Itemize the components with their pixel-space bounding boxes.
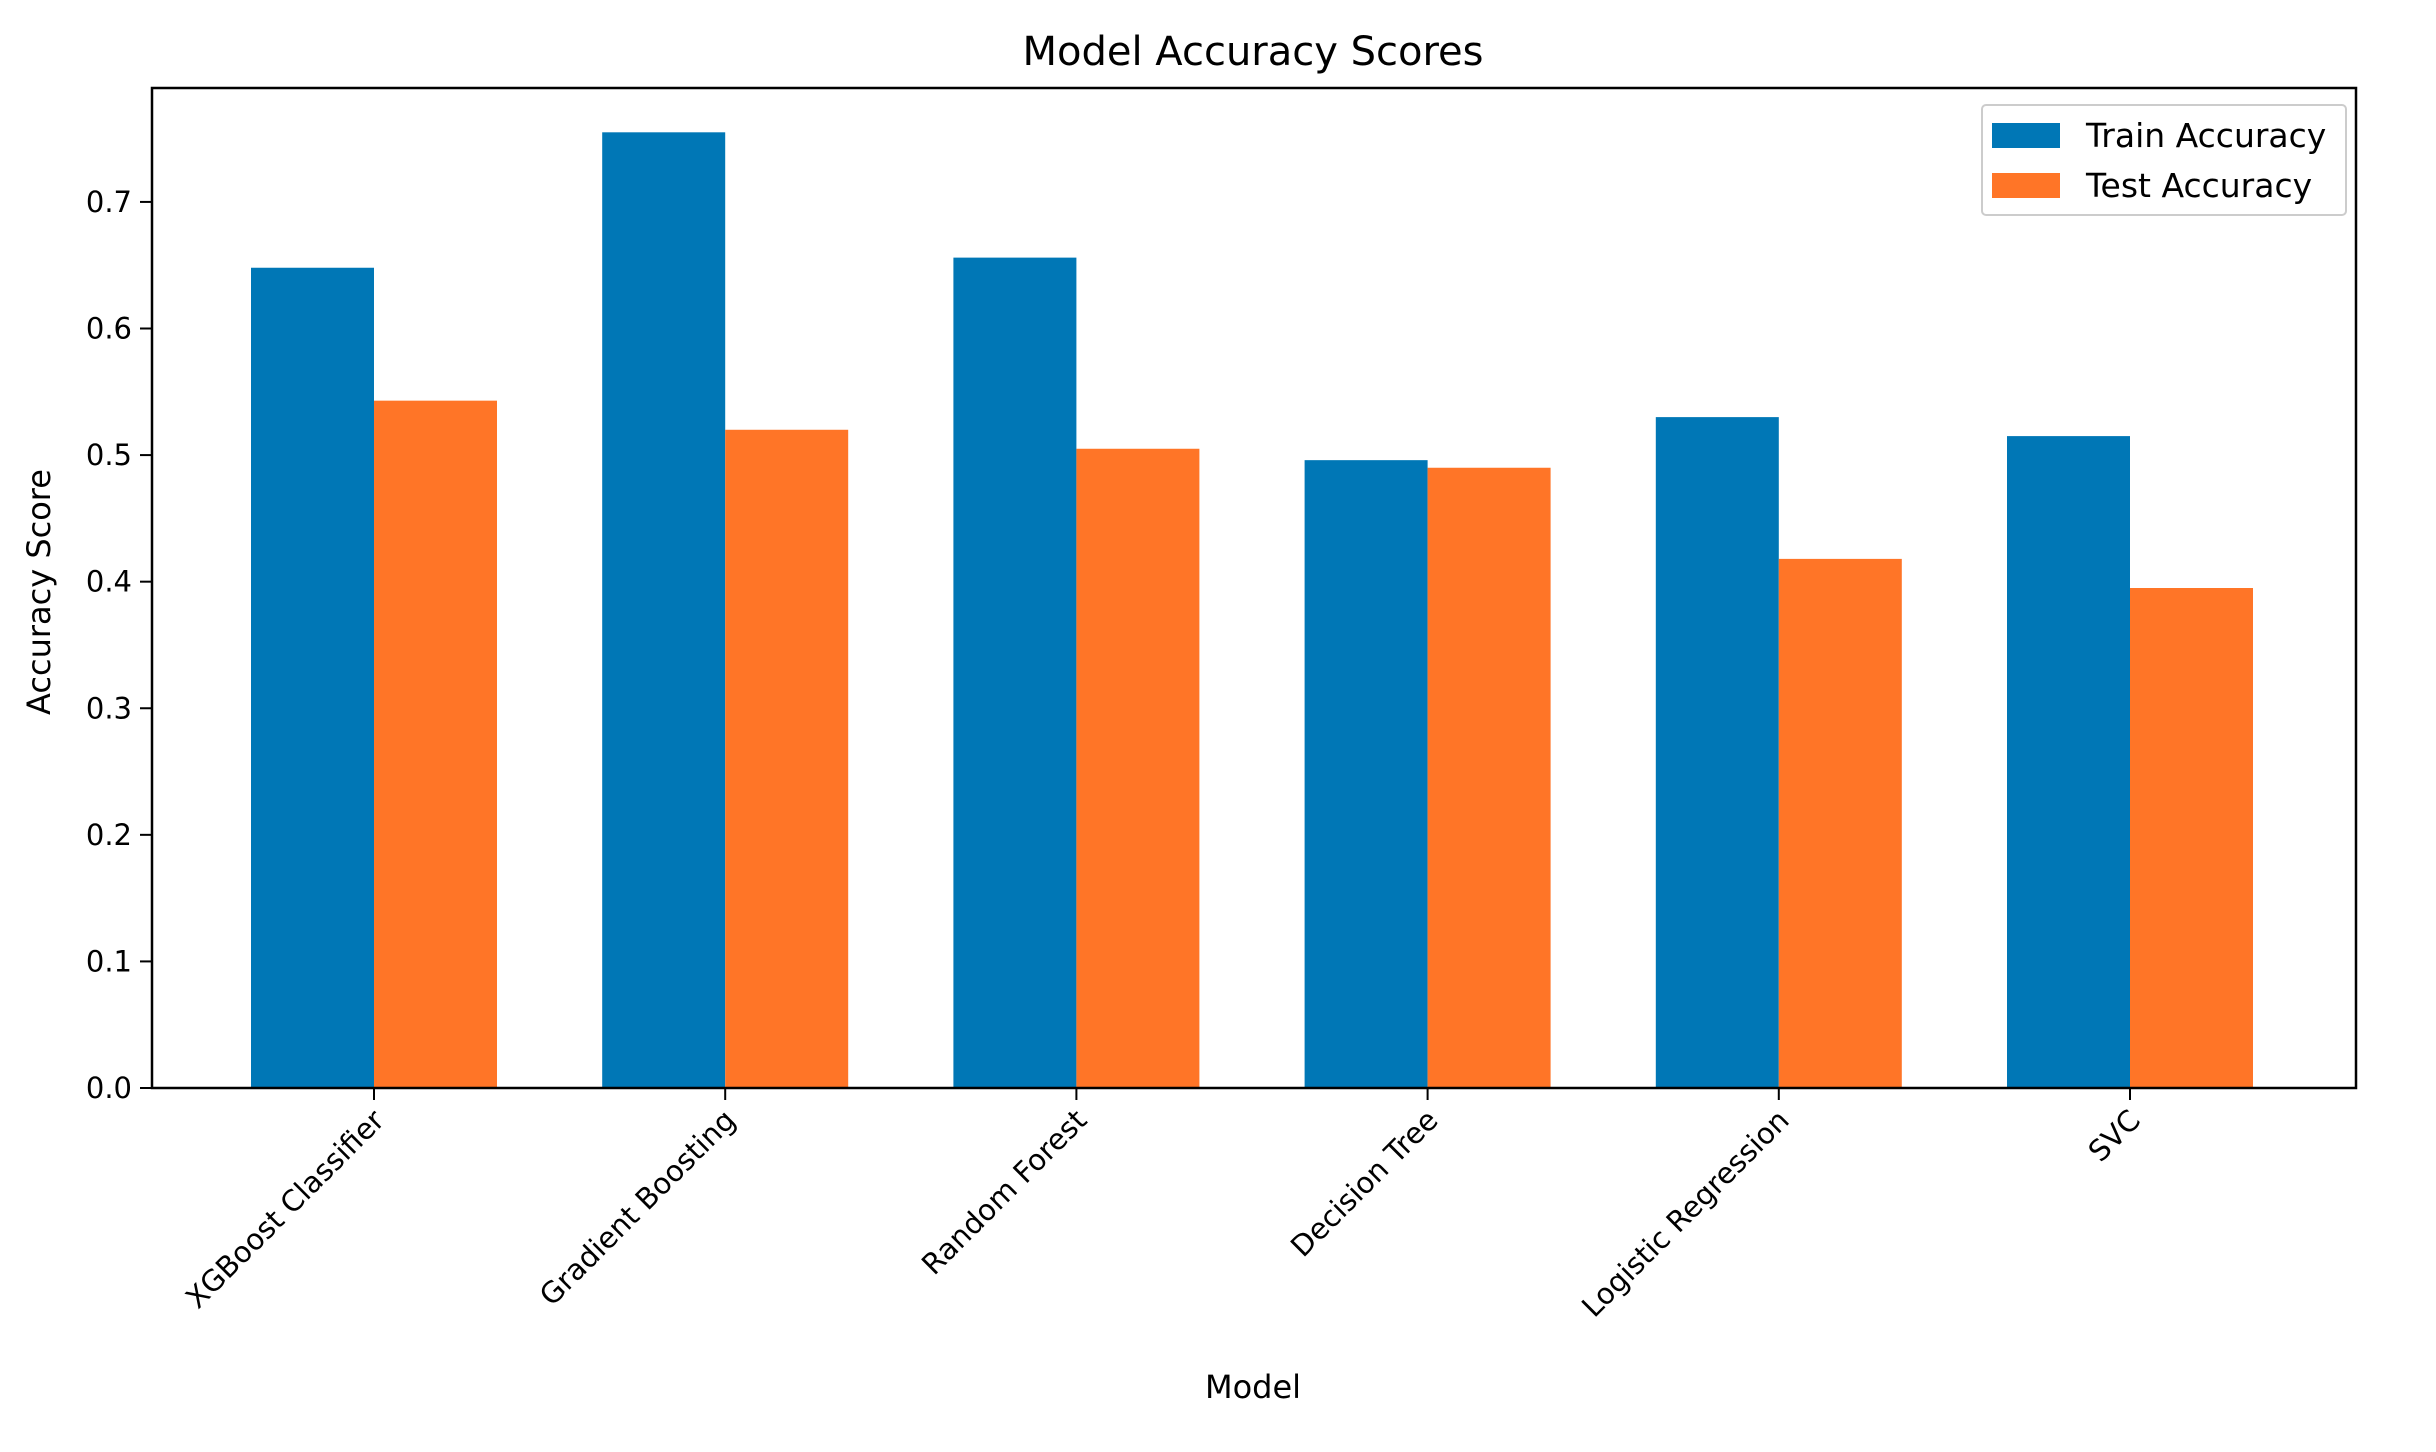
y-tick-label: 0.2 bbox=[86, 818, 132, 852]
y-tick-label: 0.3 bbox=[86, 691, 132, 725]
x-axis-title: Model bbox=[1205, 1368, 1301, 1406]
bar-test-2 bbox=[1076, 448, 1200, 1088]
y-tick-label: 0.4 bbox=[86, 565, 132, 599]
y-tick-label: 0.7 bbox=[86, 185, 132, 219]
legend-label: Train Accuracy bbox=[2085, 116, 2326, 155]
legend-label: Test Accuracy bbox=[2085, 166, 2312, 205]
y-axis-title: Accuracy Score bbox=[20, 469, 58, 715]
bar-test-0 bbox=[374, 400, 497, 1089]
plot-frame bbox=[150, 86, 2358, 1090]
legend-swatch bbox=[1992, 173, 2060, 198]
bar-test-3 bbox=[1427, 467, 1551, 1088]
bar-test-5 bbox=[2130, 588, 2253, 1088]
y-tick-label: 0.6 bbox=[86, 312, 132, 346]
legend-box bbox=[1981, 104, 2347, 216]
bar-train-2 bbox=[953, 257, 1077, 1088]
bar-test-1 bbox=[725, 429, 849, 1088]
y-axis: 0.0 0.1 0.2 0.3 0.4 0.5 0.6 0.7 bbox=[86, 185, 152, 1105]
y-tick-label: 0.5 bbox=[86, 438, 132, 472]
bar-train-4 bbox=[1655, 417, 1779, 1089]
legend-swatch bbox=[1992, 123, 2060, 148]
y-tick-label: 0.1 bbox=[86, 944, 132, 978]
bar-train-3 bbox=[1304, 460, 1428, 1089]
bar-train-0 bbox=[251, 267, 374, 1088]
chart-title: Model Accuracy Scores bbox=[1022, 29, 1483, 75]
bars-group bbox=[251, 132, 2253, 1089]
y-tick-label: 0.0 bbox=[86, 1071, 132, 1105]
bar-train-5 bbox=[2007, 436, 2130, 1088]
bar-test-4 bbox=[1778, 558, 1902, 1088]
bar-train-1 bbox=[602, 132, 726, 1088]
legend: Train Accuracy Test Accuracy bbox=[1981, 104, 2347, 216]
